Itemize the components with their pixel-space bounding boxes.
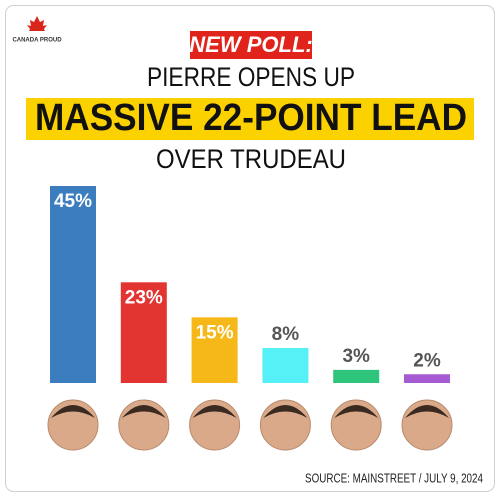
- portrait-hair: [51, 405, 95, 418]
- bar: [333, 369, 380, 383]
- value-label: 8%: [272, 324, 300, 345]
- value-label: 2%: [413, 350, 441, 371]
- headline: MASSIVE 22-POINT LEAD: [35, 97, 467, 139]
- portrait-hair: [405, 405, 449, 418]
- bar: [404, 374, 450, 383]
- kicker-box: [190, 31, 312, 59]
- value-label: 23%: [125, 287, 163, 308]
- value-label: 45%: [54, 191, 92, 212]
- logo-leaf: [27, 16, 47, 31]
- value-label: 15%: [196, 322, 234, 343]
- portrait-hair: [334, 405, 379, 418]
- bar: [262, 347, 309, 383]
- chart-title: PIERRE OPENS UP: [147, 62, 355, 92]
- portrait-hair: [121, 405, 166, 418]
- source: SOURCE: MAINSTREET / JULY 9, 2024: [305, 470, 483, 485]
- logo-text: CANADA PROUD: [12, 38, 62, 44]
- kicker: NEW POLL:: [189, 32, 312, 57]
- bar: [50, 186, 96, 383]
- headline-band: [26, 98, 474, 140]
- portrait-hair: [192, 405, 237, 418]
- bar: [191, 317, 238, 383]
- bar: [120, 282, 167, 383]
- portrait-hair: [263, 405, 308, 418]
- value-label: 3%: [342, 346, 370, 367]
- subtitle: OVER TRUDEAU: [156, 144, 346, 174]
